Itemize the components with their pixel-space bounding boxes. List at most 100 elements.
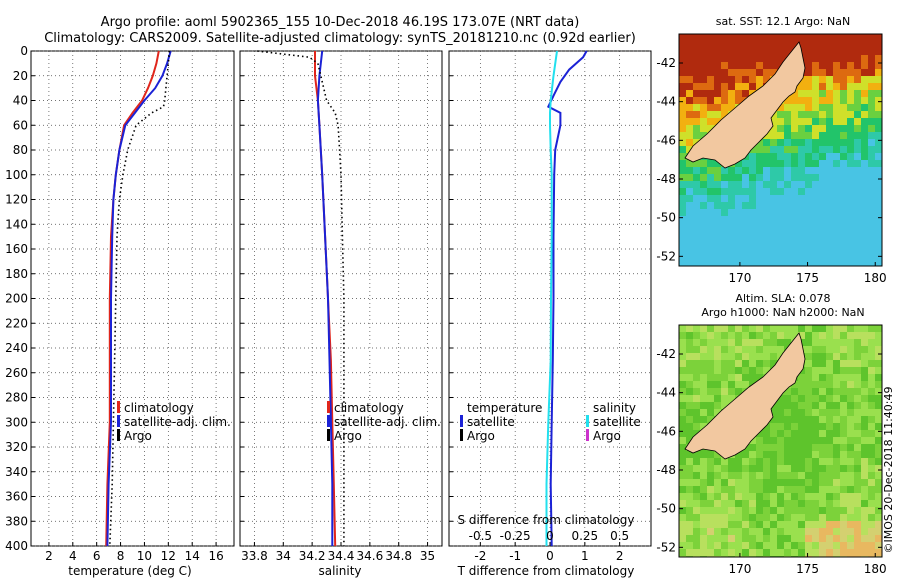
sst-cell	[875, 125, 882, 133]
sla-cell	[728, 367, 736, 375]
sst-cell	[763, 181, 771, 189]
sla-cell	[819, 500, 827, 508]
sst-cell	[784, 244, 792, 252]
sla-cell	[770, 339, 778, 347]
sst-cell	[854, 244, 862, 252]
sst-cell	[770, 237, 778, 245]
sla-cell	[847, 430, 855, 438]
sla-cell	[784, 493, 792, 501]
sla-cell	[784, 465, 792, 473]
sla-cell	[805, 493, 813, 501]
sst-cell	[763, 34, 771, 42]
sla-cell	[770, 507, 778, 515]
sla-cell	[770, 493, 778, 501]
sst-cell	[847, 62, 855, 70]
sst-cell	[756, 174, 764, 182]
sst-cell	[714, 160, 722, 168]
sla-cell	[714, 535, 722, 543]
sla-cell	[805, 332, 813, 340]
sla-map-subtitle: Argo h1000: NaN h2000: NaN	[701, 306, 864, 319]
sst-cell	[812, 97, 820, 105]
sst-cell	[833, 41, 841, 49]
sla-cell	[714, 458, 722, 466]
x-tick-label: 16	[208, 549, 223, 563]
sst-cell	[812, 244, 820, 252]
sla-cell	[819, 381, 827, 389]
sst-cell	[805, 90, 813, 98]
sst-cell	[707, 48, 715, 56]
sla-cell	[749, 521, 757, 529]
sst-cell	[707, 83, 715, 91]
sst-cell	[707, 258, 715, 266]
depth-tick-label: 300	[5, 415, 28, 429]
sla-cell	[784, 325, 792, 333]
sst-cell	[812, 132, 820, 140]
sla-cell	[763, 500, 771, 508]
sst-cell	[875, 160, 882, 168]
sla-cell	[728, 521, 736, 529]
sla-cell	[784, 507, 792, 515]
sla-cell	[875, 374, 882, 382]
depth-tick-label: 260	[5, 366, 28, 380]
sst-cell	[847, 216, 855, 224]
sla-cell	[833, 353, 841, 361]
sla-cell	[805, 381, 813, 389]
sla-cell	[777, 451, 785, 459]
sla-map-title: Altim. SLA: 0.078	[735, 292, 830, 305]
sst-cell	[798, 195, 806, 203]
sst-cell	[763, 139, 771, 147]
sla-cell	[686, 409, 694, 417]
sst-cell	[693, 97, 701, 105]
sst-cell	[679, 97, 687, 105]
sla-cell	[847, 479, 855, 487]
depth-tick-label: 200	[5, 292, 28, 306]
sst-cell	[777, 41, 785, 49]
sla-cell	[756, 479, 764, 487]
sla-cell	[840, 423, 848, 431]
sst-cell	[798, 258, 806, 266]
sst-cell	[840, 111, 848, 119]
sla-cell	[721, 381, 729, 389]
sla-cell	[686, 486, 694, 494]
sla-cell	[847, 493, 855, 501]
map-lat-label: -50	[656, 502, 676, 516]
sst-cell	[805, 230, 813, 238]
sla-cell	[805, 514, 813, 522]
sst-cell	[840, 216, 848, 224]
sla-cell	[861, 409, 869, 417]
sst-cell	[686, 48, 694, 56]
sla-cell	[735, 521, 743, 529]
sla-cell	[861, 493, 869, 501]
sla-cell	[875, 430, 882, 438]
sla-cell	[756, 332, 764, 340]
sla-cell	[714, 549, 722, 557]
sla-cell	[826, 451, 834, 459]
sla-cell	[693, 514, 701, 522]
x-tick-label: 4	[69, 549, 77, 563]
sla-cell	[812, 493, 820, 501]
sla-cell	[777, 535, 785, 543]
sla-cell	[756, 472, 764, 480]
sla-cell	[707, 388, 715, 396]
sla-cell	[777, 528, 785, 536]
sla-cell	[875, 458, 882, 466]
sst-cell	[700, 90, 708, 98]
map-lat-label: -50	[656, 211, 676, 225]
sla-cell	[728, 346, 736, 354]
map-lon-label: 175	[796, 271, 819, 285]
sla-cell	[679, 507, 687, 515]
sla-cell	[735, 514, 743, 522]
sla-cell	[868, 325, 876, 333]
sst-cell	[798, 146, 806, 154]
sst-cell	[777, 48, 785, 56]
sst-cell	[805, 132, 813, 140]
sla-cell	[700, 416, 708, 424]
sst-cell	[679, 181, 687, 189]
sla-cell	[763, 521, 771, 529]
map-lon-label: 175	[796, 562, 819, 576]
sst-cell	[784, 132, 792, 140]
sst-cell	[777, 223, 785, 231]
sst-cell	[826, 62, 834, 70]
sst-cell	[791, 223, 799, 231]
sst-cell	[728, 55, 736, 63]
